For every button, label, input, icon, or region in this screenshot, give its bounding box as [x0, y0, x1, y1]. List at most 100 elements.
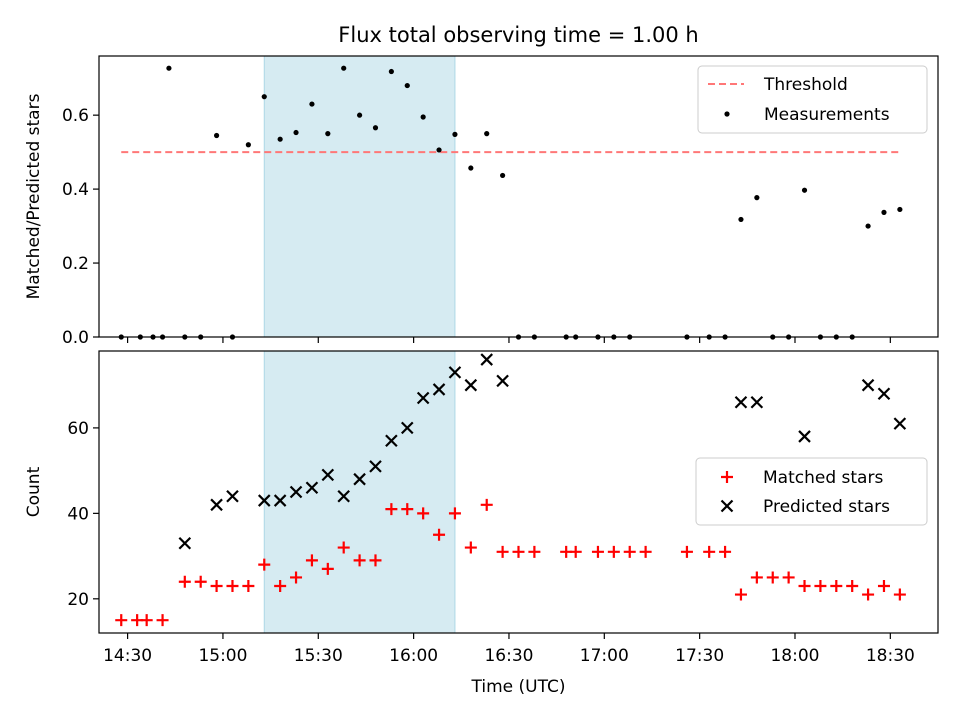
highlight-span — [263, 55, 456, 338]
matched-star-point — [719, 545, 732, 558]
predicted-star-point — [496, 374, 509, 388]
predicted-star-point — [432, 383, 446, 396]
legend: Threshold Measurements — [697, 65, 928, 134]
matched-star-point — [337, 541, 350, 554]
matched-star-point — [274, 580, 287, 592]
predicted-star-point — [893, 417, 907, 430]
matched-star-point — [623, 545, 636, 558]
matched-star-point — [321, 562, 334, 575]
legend-matched-label: Matched stars — [763, 468, 883, 488]
predicted-star-point — [400, 421, 414, 435]
x-tick-label: 17:30 — [675, 646, 724, 666]
matched-star-point — [385, 503, 398, 516]
measurement-point — [388, 68, 394, 75]
top-panel: 0.0 0.2 0.4 0.6 Matched/Predicted stars Thres… — [24, 55, 939, 348]
y-axis-label: Count — [24, 466, 44, 517]
measurement-point — [277, 136, 283, 142]
predicted-star-point — [448, 366, 462, 379]
y-tick-label: 0.6 — [62, 106, 89, 126]
matched-star-point — [750, 571, 763, 584]
measurement-point — [372, 125, 379, 131]
matched-star-point — [528, 545, 541, 558]
x-tick-label: 18:30 — [866, 646, 915, 666]
predicted-star-point — [861, 378, 875, 392]
measurement-point — [738, 216, 744, 223]
matched-star-point — [401, 503, 414, 516]
legend-threshold-label: Threshold — [763, 75, 848, 95]
matched-star-point — [210, 580, 223, 592]
legend-box — [695, 457, 928, 526]
y-tick-label: 0.0 — [62, 328, 89, 348]
matched-star-point — [893, 588, 906, 601]
x-tick-label: 16:00 — [389, 646, 438, 666]
matched-star-point — [417, 507, 430, 520]
predicted-star-point — [353, 472, 366, 486]
y-tick-label: 40 — [67, 504, 89, 524]
matched-star-point — [369, 554, 382, 567]
y-tick-label: 0.4 — [62, 180, 89, 200]
matched-star-point — [830, 580, 843, 592]
predicted-star-point — [257, 494, 271, 507]
predicted-star-point — [369, 460, 382, 473]
predicted-star-point — [321, 468, 335, 482]
matched-star-point — [814, 580, 827, 592]
measurement-point — [341, 65, 347, 71]
measurement-point — [356, 112, 363, 118]
predicted-star-point — [273, 494, 287, 507]
predicted-star-point — [750, 395, 764, 409]
measurement-point — [452, 131, 458, 137]
measurement-point — [865, 223, 871, 229]
matched-star-point — [480, 498, 493, 511]
x-tick-label: 14:30 — [103, 646, 152, 666]
matched-star-point — [353, 554, 366, 567]
matched-star-point — [877, 580, 890, 592]
legend-predicted-label: Predicted stars — [763, 497, 890, 517]
measurement-point — [213, 132, 220, 139]
predicted-star-point — [480, 353, 493, 366]
y-tick-label: 0.2 — [62, 254, 89, 274]
measurement-point — [754, 195, 760, 201]
measurement-point — [325, 131, 331, 137]
measurement-point — [484, 131, 490, 137]
matched-star-point — [433, 528, 446, 541]
x-tick-label: 16:30 — [484, 646, 533, 666]
legend-measurements-label: Measurements — [764, 105, 890, 125]
series-matched-stars — [115, 498, 906, 627]
measurement-point — [261, 94, 267, 100]
legend-matched-swatch — [721, 471, 733, 483]
matched-star-point — [496, 545, 509, 558]
matched-star-point — [140, 614, 153, 627]
matched-star-point — [862, 588, 875, 601]
chart-title: Flux total observing time = 1.00 h — [338, 23, 698, 47]
x-axis-label: Time (UTC) — [471, 677, 566, 697]
matched-star-point — [766, 571, 779, 584]
matched-star-point — [448, 507, 461, 520]
x-tick-label: 17:00 — [580, 646, 629, 666]
measurement-point — [897, 206, 903, 213]
y-tick-label: 60 — [67, 419, 89, 439]
predicted-star-point — [226, 489, 239, 503]
x-tick-label: 15:00 — [198, 646, 247, 666]
y-tick-label: 20 — [67, 590, 89, 610]
measurement-point — [500, 172, 506, 179]
matched-star-point — [703, 545, 716, 558]
predicted-star-point — [289, 485, 303, 499]
matched-star-point — [242, 580, 255, 592]
matched-star-point — [305, 554, 318, 567]
measurement-point — [468, 165, 474, 171]
matched-star-point — [178, 575, 191, 588]
matched-star-point — [680, 545, 693, 558]
predicted-star-point — [464, 378, 478, 392]
predicted-star-point — [178, 536, 192, 550]
matched-star-point — [258, 558, 271, 571]
legend-measurements-swatch — [724, 111, 730, 117]
legend-predicted-swatch — [720, 499, 734, 513]
predicted-star-point — [877, 387, 891, 401]
matched-star-point — [782, 571, 795, 584]
predicted-star-point — [798, 430, 811, 443]
x-tick-label: 18:00 — [770, 646, 819, 666]
predicted-star-point — [305, 481, 319, 495]
matched-star-point — [569, 545, 582, 558]
legend-box — [697, 65, 928, 134]
